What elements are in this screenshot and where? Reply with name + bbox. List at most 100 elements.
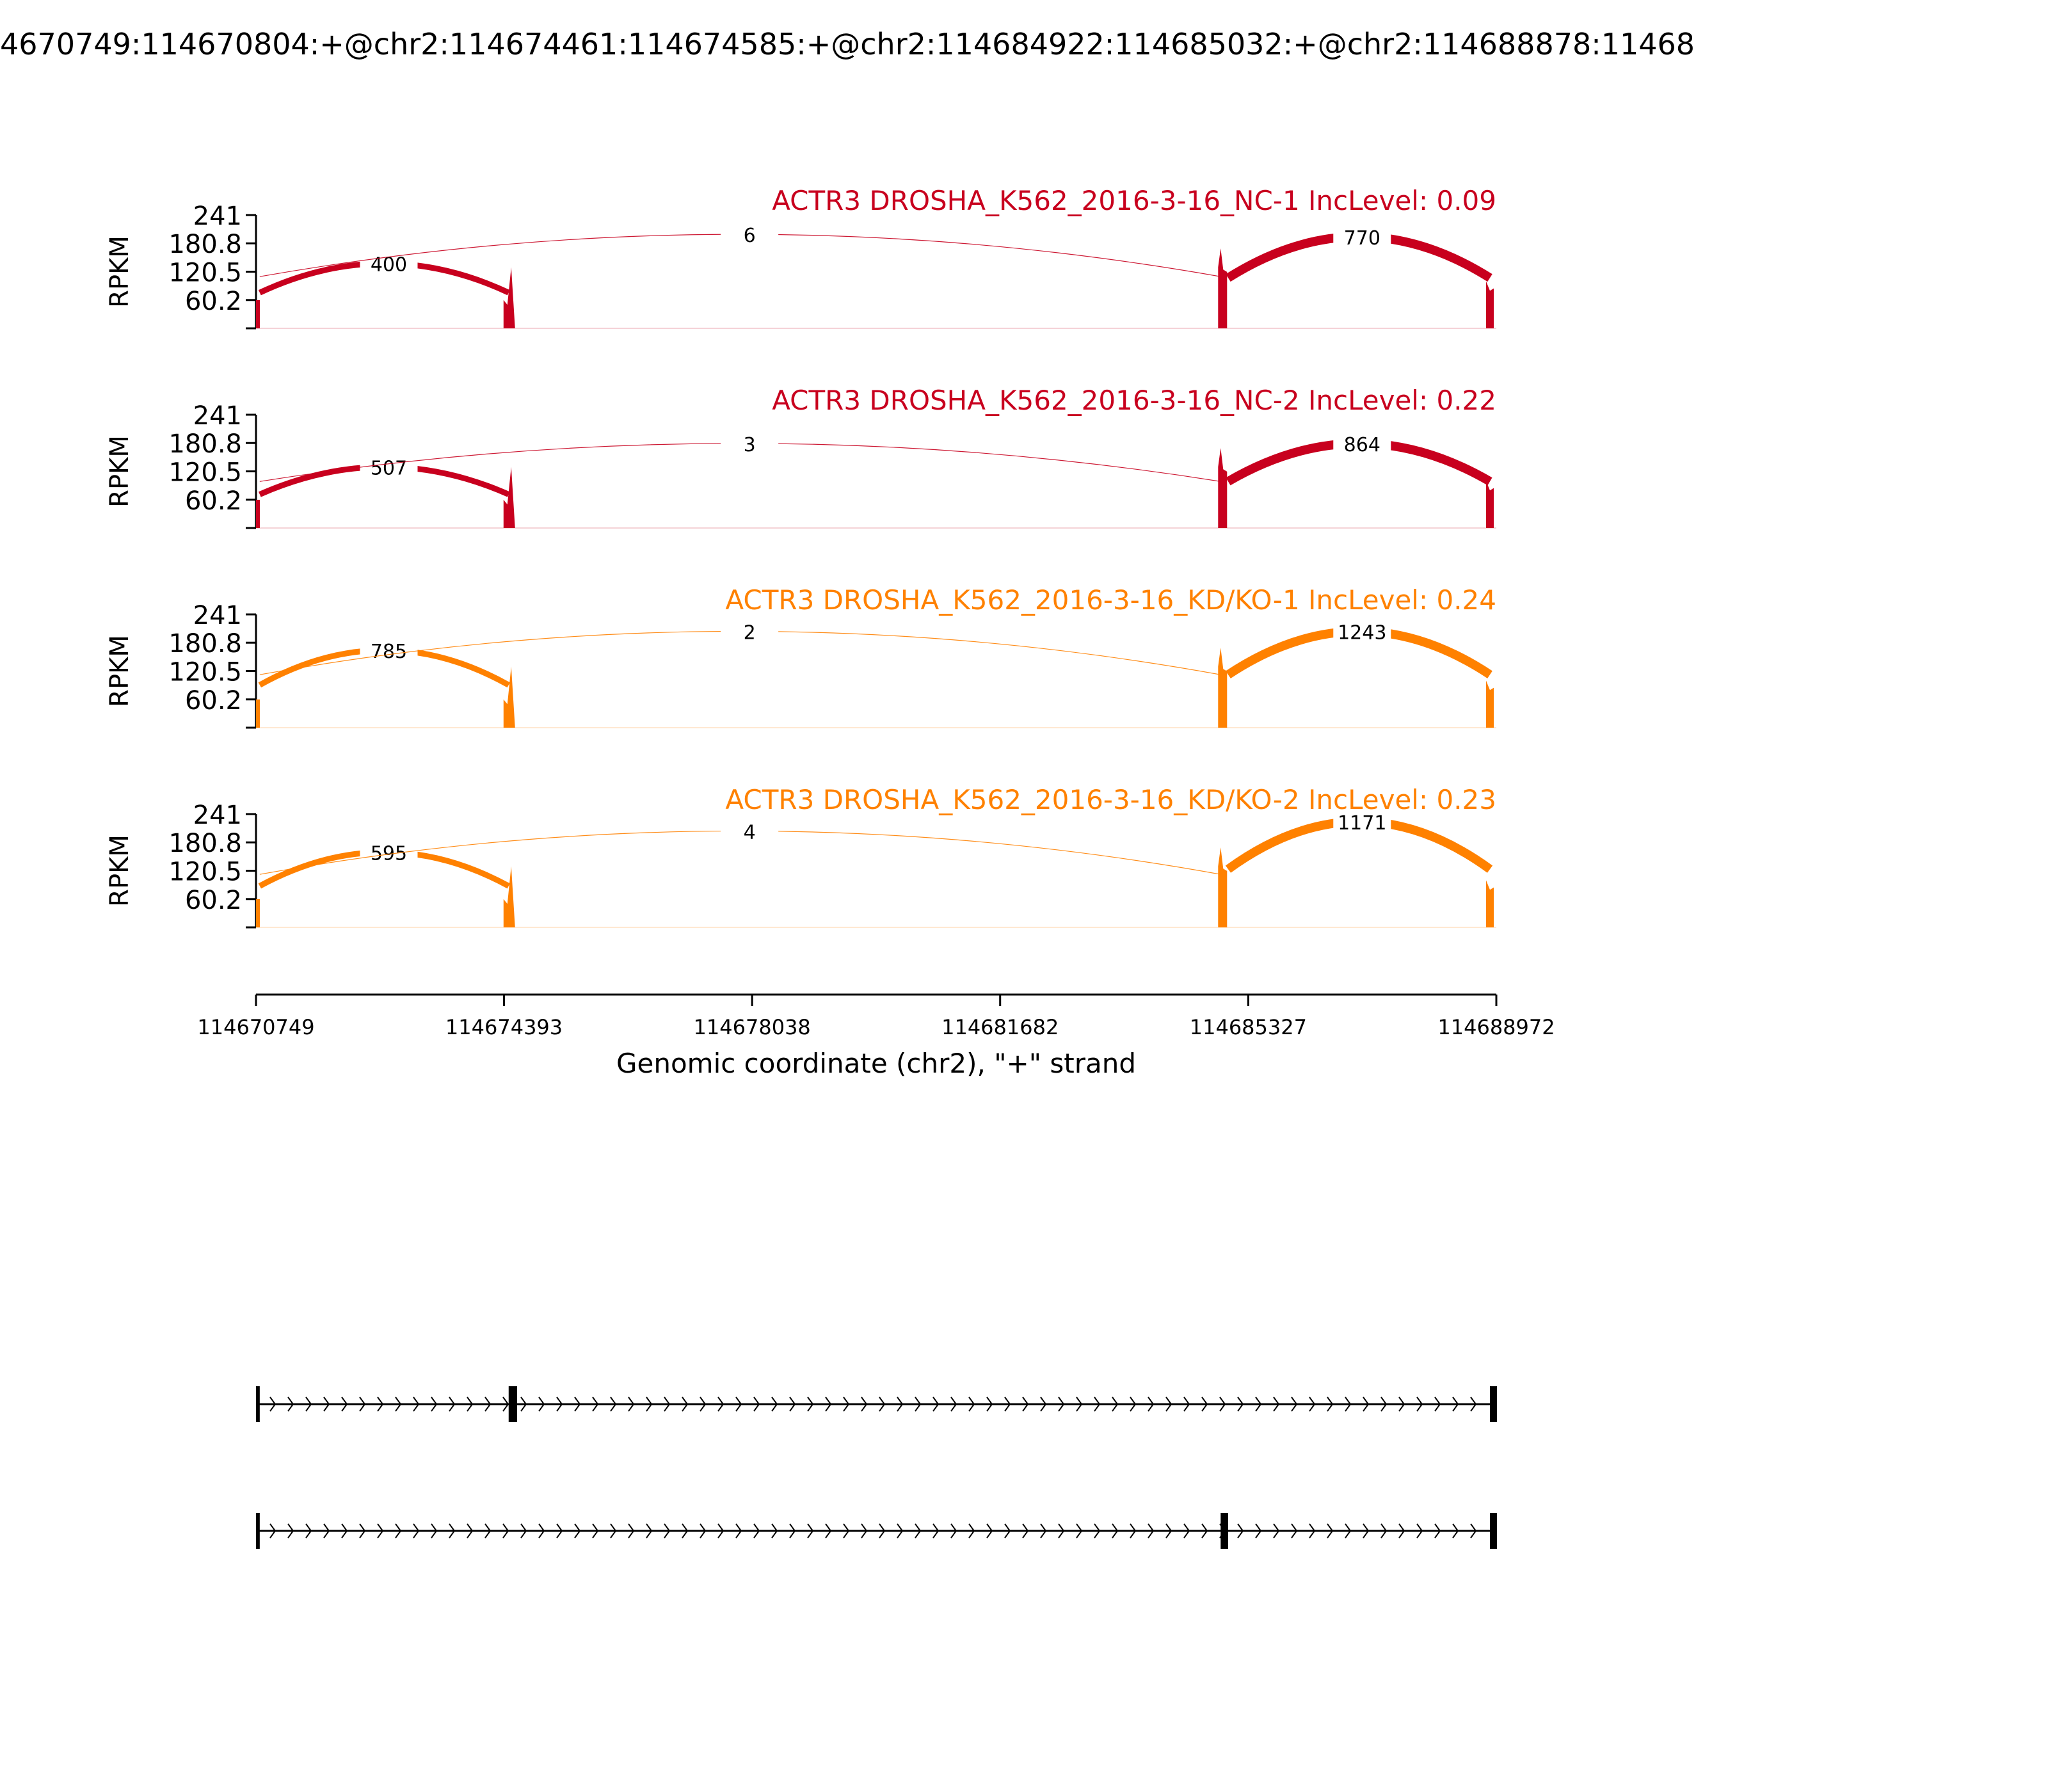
strand-arrow <box>574 1523 581 1539</box>
exon-coverage <box>503 267 515 328</box>
strand-arrow <box>1201 1523 1208 1539</box>
strand-arrow <box>484 1523 492 1539</box>
junction-count-bg <box>721 431 779 454</box>
strand-arrow <box>950 1396 957 1412</box>
strand-arrow <box>1363 1523 1370 1539</box>
strand-arrow <box>986 1523 993 1539</box>
strand-arrow <box>1148 1523 1155 1539</box>
strand-arrow <box>1076 1396 1083 1412</box>
strand-arrow <box>520 1396 527 1412</box>
strand-arrow <box>1345 1523 1352 1539</box>
strand-arrow <box>377 1523 384 1539</box>
strand-arrow <box>879 1396 886 1412</box>
strand-arrow <box>449 1396 456 1412</box>
strand-arrow <box>323 1523 330 1539</box>
strand-arrow <box>1004 1396 1011 1412</box>
exon-coverage <box>1486 880 1494 927</box>
junction-count-label: 864 <box>1344 434 1380 456</box>
strand-arrow <box>968 1523 975 1539</box>
junction-count-label: 507 <box>371 458 407 480</box>
exon-coverage <box>503 866 515 927</box>
strand-arrow <box>753 1396 760 1412</box>
strand-arrow <box>1398 1523 1405 1539</box>
strand-arrow <box>771 1396 778 1412</box>
strand-arrow <box>1273 1523 1280 1539</box>
y-tick-label: 180.8 <box>168 230 242 259</box>
junction-count-label: 595 <box>371 842 407 865</box>
y-axis-label: RPKM <box>105 635 134 707</box>
junction-count-bg <box>721 819 779 842</box>
strand-arrow <box>735 1523 742 1539</box>
strand-arrow <box>664 1396 671 1412</box>
strand-arrow <box>682 1523 689 1539</box>
x-tick-label: 114678038 <box>694 1015 811 1039</box>
strand-arrow <box>825 1396 832 1412</box>
strand-arrow <box>932 1523 940 1539</box>
strand-arrow <box>1345 1396 1352 1412</box>
strand-arrow <box>520 1523 527 1539</box>
strand-arrow <box>986 1396 993 1412</box>
strand-arrow <box>592 1396 599 1412</box>
strand-arrow <box>269 1396 276 1412</box>
strand-arrow <box>1183 1396 1190 1412</box>
exon-coverage <box>256 899 260 927</box>
strand-arrow <box>717 1523 724 1539</box>
strand-arrow <box>287 1396 294 1412</box>
strand-arrow <box>449 1523 456 1539</box>
strand-arrow <box>897 1523 904 1539</box>
junction-count-label: 1243 <box>1338 621 1386 644</box>
strand-arrow <box>950 1523 957 1539</box>
strand-arrow <box>789 1396 796 1412</box>
isoform-exon <box>1490 1386 1498 1422</box>
strand-arrow <box>932 1396 940 1412</box>
strand-arrow <box>395 1396 402 1412</box>
isoform-exon <box>1220 1513 1228 1549</box>
strand-arrow <box>807 1396 814 1412</box>
strand-arrow <box>968 1396 975 1412</box>
strand-arrow <box>359 1396 366 1412</box>
strand-arrow <box>413 1396 420 1412</box>
strand-arrow <box>1273 1396 1280 1412</box>
sample-label: ACTR3 DROSHA_K562_2016-3-16_NC-2 IncLeve… <box>772 385 1496 416</box>
strand-arrow <box>1022 1396 1029 1412</box>
strand-arrow <box>1309 1396 1316 1412</box>
exon-coverage <box>1218 248 1228 328</box>
strand-arrow <box>1327 1523 1334 1539</box>
strand-arrow <box>610 1523 617 1539</box>
strand-arrow <box>915 1523 922 1539</box>
strand-arrow <box>1398 1396 1405 1412</box>
junction-count-label: 2 <box>744 621 756 644</box>
exon-coverage <box>503 467 515 528</box>
strand-arrow <box>628 1396 635 1412</box>
isoform-exon <box>256 1513 260 1549</box>
strand-arrow <box>1434 1523 1441 1539</box>
strand-arrow <box>359 1523 366 1539</box>
strand-arrow <box>538 1523 545 1539</box>
figure-title: 4670749:114670804:+@chr2:114674461:11467… <box>0 27 1695 61</box>
y-axis-label: RPKM <box>105 236 134 308</box>
y-tick-label: 180.8 <box>168 429 242 459</box>
strand-arrow <box>1291 1523 1298 1539</box>
strand-arrow <box>1363 1396 1370 1412</box>
strand-arrow <box>556 1396 563 1412</box>
exon-coverage <box>1486 481 1494 528</box>
strand-arrow <box>1183 1523 1190 1539</box>
isoform-exon <box>508 1386 517 1422</box>
isoform-exon <box>256 1386 260 1422</box>
exon-coverage <box>503 666 515 728</box>
strand-arrow <box>915 1396 922 1412</box>
y-tick-label: 241 <box>193 801 242 830</box>
exon-coverage <box>1218 648 1228 728</box>
strand-arrow <box>502 1523 509 1539</box>
strand-arrow <box>538 1396 545 1412</box>
strand-arrow <box>789 1523 796 1539</box>
strand-arrow <box>1165 1396 1172 1412</box>
strand-arrow <box>1058 1523 1065 1539</box>
strand-arrow <box>646 1523 653 1539</box>
strand-arrow <box>628 1523 635 1539</box>
y-tick-label: 60.2 <box>185 486 242 516</box>
junction-count-bg <box>721 223 779 245</box>
x-tick-label: 114674393 <box>445 1015 563 1039</box>
exon-coverage <box>1218 448 1228 528</box>
